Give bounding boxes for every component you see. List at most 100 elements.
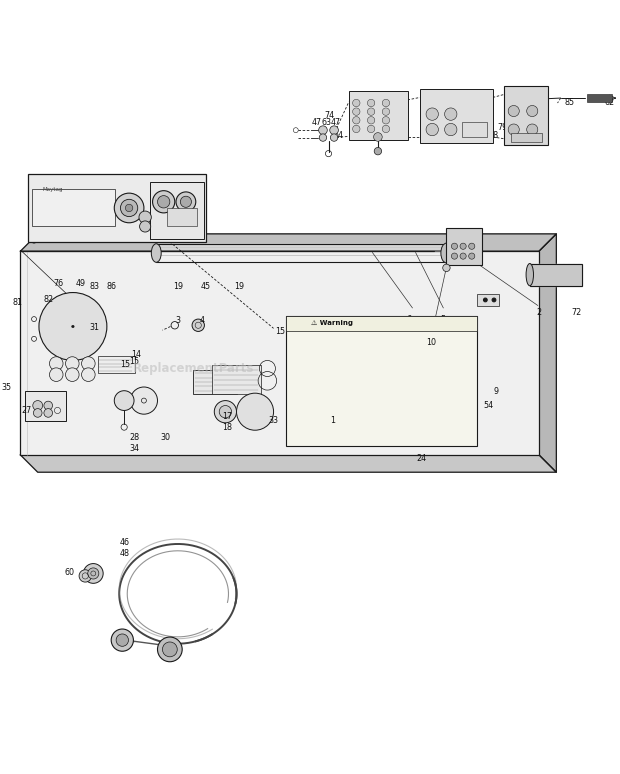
Circle shape bbox=[84, 563, 103, 584]
Text: 14: 14 bbox=[131, 350, 141, 359]
Circle shape bbox=[353, 99, 360, 107]
Text: 80: 80 bbox=[476, 132, 486, 140]
Circle shape bbox=[219, 406, 232, 418]
Text: 10: 10 bbox=[426, 338, 436, 347]
Bar bbox=[420, 89, 493, 143]
Ellipse shape bbox=[526, 263, 533, 286]
Circle shape bbox=[445, 123, 457, 135]
Polygon shape bbox=[539, 234, 556, 472]
Bar bbox=[167, 208, 197, 227]
Circle shape bbox=[140, 178, 150, 188]
Circle shape bbox=[72, 325, 74, 327]
Text: 79: 79 bbox=[497, 122, 507, 132]
Circle shape bbox=[382, 99, 389, 107]
Circle shape bbox=[427, 376, 435, 385]
Circle shape bbox=[79, 570, 91, 582]
Circle shape bbox=[445, 376, 454, 385]
Text: 86: 86 bbox=[107, 283, 117, 292]
Text: 78: 78 bbox=[489, 132, 498, 140]
Circle shape bbox=[140, 221, 151, 232]
Text: 35: 35 bbox=[2, 382, 12, 392]
Bar bbox=[511, 132, 541, 142]
Bar bbox=[349, 91, 407, 140]
Circle shape bbox=[374, 148, 381, 155]
Circle shape bbox=[114, 391, 134, 410]
Text: 33: 33 bbox=[268, 416, 278, 426]
Bar bbox=[25, 392, 66, 421]
Polygon shape bbox=[529, 263, 582, 286]
Circle shape bbox=[180, 197, 192, 207]
Circle shape bbox=[368, 108, 375, 115]
Text: 54: 54 bbox=[484, 401, 494, 410]
Text: 15: 15 bbox=[120, 360, 130, 369]
Circle shape bbox=[460, 243, 466, 249]
Circle shape bbox=[139, 211, 151, 224]
Circle shape bbox=[236, 393, 273, 430]
Circle shape bbox=[443, 264, 450, 272]
Bar bbox=[529, 263, 582, 286]
Circle shape bbox=[427, 368, 435, 376]
Text: 74: 74 bbox=[324, 111, 334, 121]
Text: 75: 75 bbox=[457, 118, 467, 127]
Circle shape bbox=[445, 108, 457, 120]
Bar bbox=[97, 356, 135, 373]
Text: 27: 27 bbox=[22, 406, 32, 415]
Circle shape bbox=[368, 99, 375, 107]
Text: 31: 31 bbox=[89, 323, 100, 331]
Circle shape bbox=[82, 368, 95, 382]
Text: 2: 2 bbox=[536, 308, 542, 317]
Circle shape bbox=[116, 634, 128, 646]
Circle shape bbox=[353, 108, 360, 115]
Text: 72: 72 bbox=[571, 308, 581, 317]
Circle shape bbox=[382, 108, 389, 115]
Bar bbox=[462, 122, 487, 137]
Text: 60: 60 bbox=[65, 567, 75, 577]
Bar bbox=[193, 370, 236, 395]
Circle shape bbox=[451, 253, 458, 259]
Circle shape bbox=[82, 357, 95, 370]
Text: 4: 4 bbox=[200, 317, 205, 325]
Text: 6: 6 bbox=[407, 314, 412, 324]
Bar bbox=[286, 316, 477, 331]
Circle shape bbox=[353, 125, 360, 132]
Circle shape bbox=[120, 200, 138, 217]
Text: 64: 64 bbox=[334, 132, 343, 140]
Text: 62: 62 bbox=[605, 98, 615, 108]
Circle shape bbox=[368, 125, 375, 132]
Circle shape bbox=[66, 357, 79, 370]
Circle shape bbox=[44, 409, 53, 417]
Text: Maytag: Maytag bbox=[42, 187, 63, 192]
Text: 5: 5 bbox=[441, 314, 446, 324]
Circle shape bbox=[469, 243, 475, 249]
Circle shape bbox=[50, 368, 63, 382]
Bar bbox=[212, 365, 261, 395]
Bar bbox=[587, 94, 612, 102]
Circle shape bbox=[451, 243, 458, 249]
Text: 24: 24 bbox=[417, 454, 427, 463]
Bar bbox=[20, 252, 539, 455]
Text: 82: 82 bbox=[43, 296, 53, 304]
Bar bbox=[477, 294, 499, 306]
Circle shape bbox=[353, 117, 360, 124]
Text: 15: 15 bbox=[130, 357, 140, 365]
Circle shape bbox=[460, 253, 466, 259]
Text: 18: 18 bbox=[222, 423, 232, 432]
Text: 48: 48 bbox=[381, 127, 391, 136]
Text: 34: 34 bbox=[130, 444, 140, 454]
Circle shape bbox=[368, 117, 375, 124]
Text: 28: 28 bbox=[130, 433, 140, 442]
Text: 83: 83 bbox=[89, 283, 100, 292]
Circle shape bbox=[114, 194, 144, 223]
Circle shape bbox=[426, 108, 438, 120]
Text: 48: 48 bbox=[119, 549, 129, 557]
Text: 46: 46 bbox=[119, 538, 129, 547]
Circle shape bbox=[50, 357, 63, 370]
Bar bbox=[150, 182, 205, 239]
Text: 47: 47 bbox=[330, 118, 340, 127]
Bar bbox=[505, 87, 547, 145]
Circle shape bbox=[527, 124, 538, 135]
Circle shape bbox=[508, 105, 520, 117]
Text: 15: 15 bbox=[275, 327, 285, 336]
Text: ⚠ Warning: ⚠ Warning bbox=[311, 320, 353, 327]
Circle shape bbox=[157, 637, 182, 662]
